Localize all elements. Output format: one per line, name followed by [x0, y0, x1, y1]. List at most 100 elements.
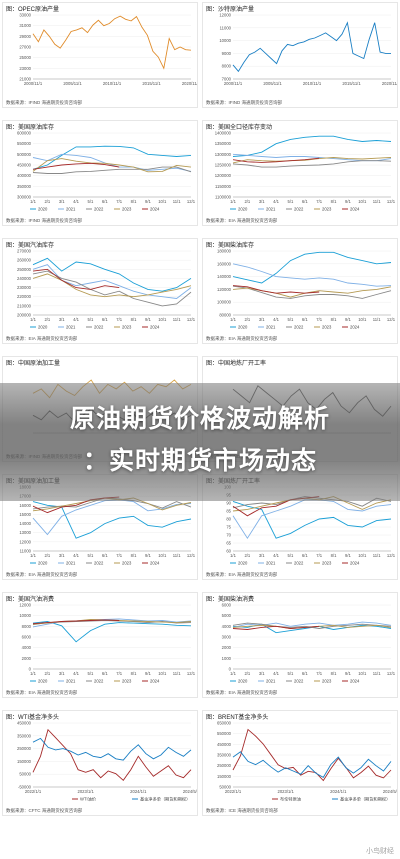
x-tick-label: 6/1 — [102, 553, 108, 558]
x-tick-label: 2/1 — [244, 199, 250, 204]
x-tick-label: 10/1 — [358, 317, 367, 322]
x-tick-label: 4/1 — [273, 317, 279, 322]
chart-title: 图：中国地炼厂开工率 — [206, 361, 267, 367]
y-tick-label: 85 — [226, 509, 231, 514]
chart-source: 数据来源：CFTC 海通期货投资咨询部 — [6, 808, 83, 813]
x-tick-label: 12/1 — [387, 317, 396, 322]
x-tick-label: 2/1 — [44, 317, 50, 322]
y-tick-label: 1150000 — [215, 184, 232, 189]
chart-source: 数据来源：EIA 海通期货投资咨询部 — [6, 572, 78, 577]
y-tick-label: 400000 — [17, 173, 32, 178]
chart-source: 数据来源：EIA 海通期货投资咨询部 — [6, 336, 78, 341]
chart-panel: 图：美国汽油消费 12000 10000 8000 6000 4000 2000 0 1/1 2/… — [2, 592, 198, 698]
x-tick-label: 4/1 — [273, 671, 279, 676]
y-tick-label: 1100000 — [215, 195, 232, 200]
x-tick-label: 9/1 — [145, 317, 151, 322]
series-line — [32, 166, 192, 174]
x-tick-label: 10/1 — [158, 671, 167, 676]
chart-title: 图：OPEC原油产量 — [6, 7, 60, 13]
y-tick-label: 8000 — [222, 64, 232, 69]
x-tick-label: 4/1 — [73, 317, 79, 322]
line-chart: 12000 10000 8000 6000 4000 2000 01/1 2/1 3/1 4/1 5… — [19, 603, 195, 684]
y-tick-label: 14000 — [19, 521, 31, 526]
x-tick-label: 10/1 — [158, 553, 167, 558]
y-tick-label: 350000 — [17, 733, 32, 738]
y-tick-label: 4000 — [22, 645, 32, 650]
y-tick-label: 500000 — [17, 152, 32, 157]
y-tick-label: 75 — [226, 525, 231, 530]
line-chart: 1400000 1350000 1300000 1250000 1200000 11500… — [215, 131, 396, 212]
x-tick-label: 7/1 — [116, 553, 122, 558]
x-tick-label: 5/1 — [88, 671, 94, 676]
y-tick-label: 33000 — [19, 13, 31, 18]
legend-label: 2023 — [122, 207, 132, 212]
x-tick-label: 10/1 — [158, 317, 167, 322]
series-line — [32, 162, 120, 170]
series-line — [32, 619, 120, 625]
y-tick-label: -50000 — [18, 785, 32, 790]
x-tick-label: 5/1 — [288, 317, 294, 322]
chart-title: 图：美国柴油消费 — [206, 597, 255, 603]
series-line — [232, 285, 392, 299]
x-tick-label: 5/1 — [88, 199, 94, 204]
y-tick-label: 550000 — [217, 731, 232, 736]
legend-label: 基金净多单（期货和期权） — [140, 796, 190, 803]
line-chart: 450000 350000 250000 150000 50000 -500002022/… — [17, 721, 197, 803]
x-tick-label: 1/1 — [230, 199, 236, 204]
x-tick-label: 1/1 — [30, 553, 36, 558]
x-tick-label: 8/1 — [331, 671, 337, 676]
chart-source: 数据来源：IFIND 海通期货投资咨询部 — [6, 100, 82, 105]
chart-panel: 图：美国柴油库存 180000 160000 140000 120000 100000 80… — [202, 238, 398, 344]
legend-label: 2023 — [322, 325, 332, 330]
x-tick-label: 1/1 — [30, 317, 36, 322]
headline-line-1: 原油期货价格波动解析 — [69, 404, 330, 433]
y-tick-label: 65 — [226, 541, 231, 546]
legend-label: 2021 — [66, 207, 76, 212]
series-line — [232, 625, 320, 630]
y-tick-label: 3000 — [222, 635, 232, 640]
legend-label: 2023 — [322, 679, 332, 684]
x-tick-label: 8/1 — [331, 199, 337, 204]
legend-label: 2021 — [266, 207, 276, 212]
x-tick-label: 8/1 — [131, 553, 137, 558]
y-tick-label: 350000 — [17, 184, 32, 189]
x-tick-label: 12/1 — [187, 199, 196, 204]
legend-label: 2020 — [238, 679, 248, 684]
series-line — [32, 499, 192, 536]
y-tick-label: 12000 — [19, 539, 31, 544]
x-tick-label: 11/1 — [373, 671, 382, 676]
chart-panel: 图：美国全口径库存变动 1400000 1350000 1300000 1250000 1… — [202, 120, 398, 226]
y-tick-label: 10000 — [219, 38, 231, 43]
y-tick-label: 350000 — [217, 753, 232, 758]
y-tick-label: 15000 — [19, 512, 31, 517]
y-tick-label: 250000 — [217, 763, 232, 768]
x-tick-label: 6/1 — [102, 317, 108, 322]
x-tick-label: 3/1 — [259, 317, 265, 322]
x-tick-label: 3/1 — [259, 553, 265, 558]
x-tick-label: 7/1 — [316, 199, 322, 204]
series-line — [32, 153, 192, 172]
y-tick-label: 50000 — [219, 785, 231, 790]
legend-label: 2024 — [350, 207, 360, 212]
y-tick-label: 1200000 — [215, 173, 232, 178]
x-tick-label: 2/1 — [244, 553, 250, 558]
legend-label: 2022 — [94, 561, 104, 566]
chart-panel: 图：沙特原油产量 12000 11000 10000 9000 8000 7000 2000/… — [202, 2, 398, 108]
x-tick-label: 6/1 — [102, 671, 108, 676]
x-tick-label: 2023/1/1 — [78, 789, 95, 794]
y-tick-label: 600000 — [17, 131, 32, 136]
watermark: 小鸟财经 — [366, 848, 394, 855]
headline-line-2: ：实时期货市场动态 — [82, 446, 317, 475]
legend-label: 2022 — [294, 207, 304, 212]
x-tick-label: 9/1 — [345, 553, 351, 558]
x-tick-label: 1/1 — [230, 671, 236, 676]
series-line — [232, 21, 391, 73]
x-tick-label: 2/1 — [244, 317, 250, 322]
legend-label: 2022 — [94, 679, 104, 684]
y-tick-label: 240000 — [17, 276, 32, 281]
legend-label: 2021 — [266, 679, 276, 684]
legend-label: 2020 — [238, 207, 248, 212]
